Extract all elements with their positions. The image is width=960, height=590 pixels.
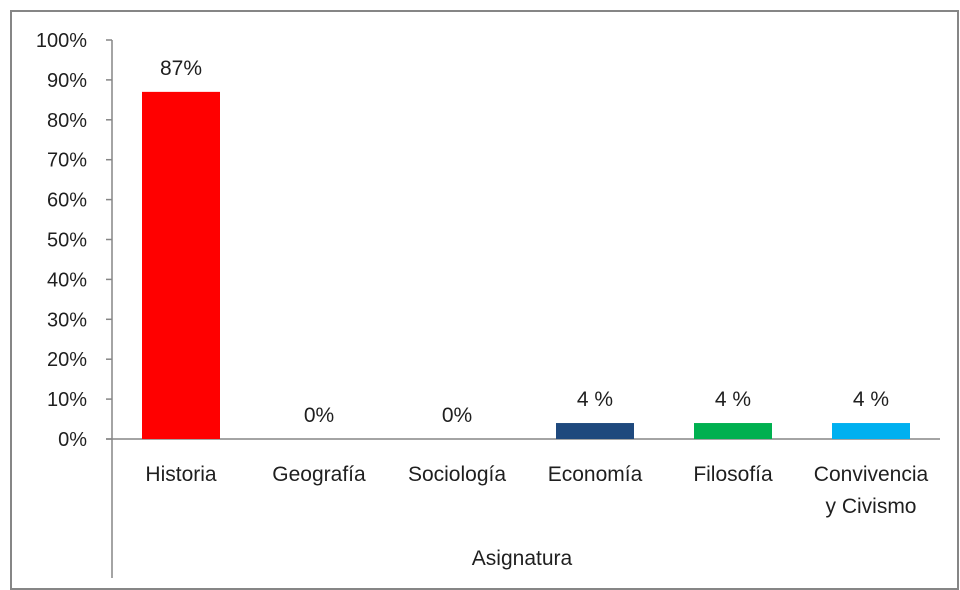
- data-label: 4 %: [853, 388, 889, 411]
- category-label: Geografía: [272, 463, 366, 486]
- category-label: Economía: [548, 463, 643, 486]
- y-tick-label: 100%: [36, 30, 87, 52]
- bar: [556, 423, 634, 439]
- y-tick-label: 60%: [47, 190, 87, 212]
- y-axis-ticks: 0% 10% 20% 30% 40% 50% 60% 70% 80% 90% 100%: [36, 30, 112, 451]
- data-label: 4 %: [577, 388, 613, 411]
- data-label: 87%: [160, 57, 202, 80]
- x-axis-title: Asignatura: [472, 547, 573, 570]
- y-tick-label: 50%: [47, 230, 87, 252]
- x-axis-categories: Historia Geografía Sociología Economía Filos…: [145, 463, 928, 518]
- y-tick-label: 10%: [47, 389, 87, 411]
- bar-chart: 0%10%20%30%40%50%60%70%80%90%100% 87%0% 0…: [36, 30, 940, 578]
- y-tick-label: 40%: [47, 269, 87, 291]
- bar: [142, 91, 220, 440]
- y-tick-label: 20%: [47, 349, 87, 371]
- bar: [832, 423, 910, 439]
- data-label: 0%: [442, 404, 472, 427]
- data-label: 0%: [304, 404, 334, 427]
- category-label: Convivencia: [814, 463, 929, 486]
- category-label: Sociología: [408, 463, 506, 486]
- category-label: Historia: [145, 463, 217, 486]
- y-tick-label: 30%: [47, 309, 87, 331]
- data-label: 4 %: [715, 388, 751, 411]
- y-tick-label: 90%: [47, 70, 87, 92]
- category-label: y Civismo: [825, 495, 916, 518]
- y-tick-label: 70%: [47, 150, 87, 172]
- bar: [694, 423, 772, 439]
- y-tick-label: 0%: [58, 429, 87, 451]
- data-labels: 87% 0% 0% 4 % 4 % 4 %: [160, 57, 889, 427]
- y-tick-label: 80%: [47, 110, 87, 132]
- bars: [142, 91, 910, 440]
- category-label: Filosofía: [693, 463, 773, 486]
